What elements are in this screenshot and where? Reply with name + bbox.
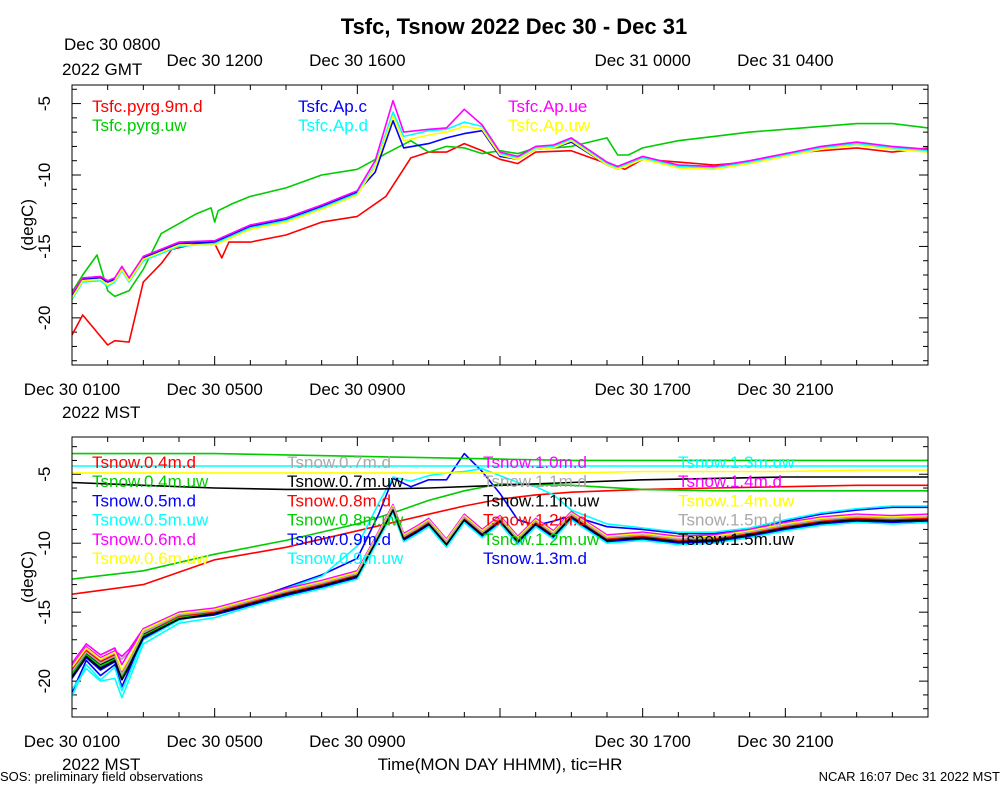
x-tick-label-mst: Dec 30 0100 bbox=[24, 380, 120, 399]
series-line-Tsnow-0-4m-d bbox=[72, 484, 928, 595]
chart-title: Tsfc, Tsnow 2022 Dec 30 - Dec 31 bbox=[341, 14, 687, 39]
legend-entry-Tsfc-Ap-uw: Tsfc.Ap.uw bbox=[508, 116, 591, 135]
y-axis-title: (degC) bbox=[18, 551, 37, 603]
series-line-Tsnow-0-6m-uw bbox=[72, 469, 928, 474]
series-line-Tsnow-0-4m-uw bbox=[72, 483, 928, 580]
legend-entry-Tsnow-0-4m-d: Tsnow.0.4m.d bbox=[92, 453, 196, 472]
series-line-Tsfc-Ap-c bbox=[72, 119, 928, 296]
legend-entry-Tsnow-0-8m-uw: Tsnow.0.8m.uw bbox=[287, 511, 404, 530]
x-tick-label-mst: Dec 30 2100 bbox=[737, 380, 833, 399]
series-lines bbox=[72, 452, 928, 699]
series-line-Tsnow-1-3m-uw bbox=[72, 512, 928, 699]
y-tick-label: -20 bbox=[35, 306, 54, 331]
legend-entry-Tsnow-1-3m-d: Tsnow.1.3m.d bbox=[483, 549, 587, 568]
y-tick-label: -15 bbox=[35, 600, 54, 625]
x-axis-title: Time(MON DAY HHMM), tic=HR bbox=[378, 755, 623, 774]
footer-left: SOS: preliminary field observations bbox=[0, 769, 204, 784]
legend-entry-Tsnow-1-2m-d: Tsnow.1.2m.d bbox=[483, 511, 587, 530]
legend-entry-Tsfc-Ap-d: Tsfc.Ap.d bbox=[298, 116, 368, 135]
legend-entry-Tsnow-1-4m-d: Tsnow.1.4m.d bbox=[678, 472, 782, 491]
mst-year-label: 2022 MST bbox=[62, 403, 140, 422]
x-tick-label-mst: Dec 30 0500 bbox=[166, 380, 262, 399]
series-lines bbox=[72, 99, 928, 346]
x-tick-label-mst: Dec 30 0500 bbox=[166, 732, 262, 751]
x-tick-label-mst: Dec 30 0100 bbox=[24, 732, 120, 751]
legend-entry-Tsnow-1-5m-uw: Tsnow.1.5m.uw bbox=[678, 530, 795, 549]
y-tick-label: -10 bbox=[35, 163, 54, 188]
legend-entry-Tsnow-0-5m-uw: Tsnow.0.5m.uw bbox=[92, 511, 209, 530]
top-panel: -20 -15 -10 -5 (degC) Dec 30 0100 Dec 30 0500 D… bbox=[18, 51, 929, 422]
series-line-Tsfc-Ap-ue bbox=[72, 99, 928, 295]
y-axis-title: (degC) bbox=[18, 199, 37, 251]
x-tick-label-mst: Dec 30 2100 bbox=[737, 732, 833, 751]
legend-entry-Tsnow-0-7m-d: Tsnow.0.7m.d bbox=[287, 453, 391, 472]
y-tick-label: -5 bbox=[35, 467, 54, 482]
legend-entry-Tsnow-0-7m-uw: Tsnow.0.7m.uw bbox=[287, 472, 404, 491]
legend-entry-Tsnow-1-3m-uw: Tsnow.1.3m.uw bbox=[678, 453, 795, 472]
x-tick-label-mst: Dec 30 1700 bbox=[594, 380, 690, 399]
legend-entry-Tsnow-0-6m-uw: Tsnow.0.6m.uw bbox=[92, 549, 209, 568]
legend-entry-Tsnow-1-1m-uw: Tsnow.1.1m.uw bbox=[483, 491, 600, 510]
legend-entry-Tsfc-pyrg-9m-d: Tsfc.pyrg.9m.d bbox=[92, 97, 203, 116]
mst-year-label: 2022 MST bbox=[62, 755, 140, 774]
legend-entry-Tsnow-0-9m-d: Tsnow.0.9m.d bbox=[287, 530, 391, 549]
series-line-Tsnow-1-4m-uw bbox=[72, 505, 928, 671]
legend-entry-Tsfc-Ap-c: Tsfc.Ap.c bbox=[298, 97, 367, 116]
x-tick-label-mst: Dec 30 0900 bbox=[309, 380, 405, 399]
legend-entry-Tsnow-1-2m-uw: Tsnow.1.2m.uw bbox=[483, 530, 600, 549]
gmt-year-label: 2022 GMT bbox=[62, 60, 142, 79]
legend-entry-Tsnow-0-5m-d: Tsnow.0.5m.d bbox=[92, 491, 196, 510]
y-tick-label: -20 bbox=[35, 669, 54, 694]
legend-entry-Tsfc-Ap-ue: Tsfc.Ap.ue bbox=[508, 97, 587, 116]
x-tick-label-gmt: Dec 31 0400 bbox=[737, 51, 833, 70]
series-line-Tsnow-1-4m-d bbox=[72, 503, 928, 666]
series-line-Tsfc-Ap-d bbox=[72, 111, 928, 300]
legend-entry-Tsnow-1-5m-d: Tsnow.1.5m.d bbox=[678, 511, 782, 530]
series-line-Tsfc-Ap-uw bbox=[72, 115, 928, 299]
x-tick-label-mst: Dec 30 0900 bbox=[309, 732, 405, 751]
legend-entry-Tsnow-1-4m-uw: Tsnow.1.4m.uw bbox=[678, 491, 795, 510]
legend-entry-Tsnow-0-6m-d: Tsnow.0.6m.d bbox=[92, 530, 196, 549]
x-tick-label-mst: Dec 30 1700 bbox=[594, 732, 690, 751]
x-tick-label-gmt: Dec 30 1600 bbox=[309, 51, 405, 70]
series-line-Tsnow-1-5m-d bbox=[72, 506, 928, 676]
bottom-panel: -20 -15 -10 -5 (degC) Dec 30 0100 Dec 30 0500 D… bbox=[18, 436, 929, 774]
y-tick-label: -15 bbox=[35, 234, 54, 259]
y-tick-label: -10 bbox=[35, 531, 54, 556]
plot-frame bbox=[71, 84, 929, 366]
y-tick-label: -5 bbox=[35, 96, 54, 111]
plot-frame bbox=[71, 436, 929, 718]
x-tick-label-gmt: Dec 31 0000 bbox=[594, 51, 690, 70]
legend-entry-Tsnow-0-9m-uw: Tsnow.0.9m.uw bbox=[287, 549, 404, 568]
series-line-Tsnow-0-8m-uw bbox=[72, 452, 928, 462]
legend-entry-Tsnow-0-4m-uw: Tsnow.0.4m.uw bbox=[92, 472, 209, 491]
legend-entry-Tsfc-pyrg-uw: Tsfc.pyrg.uw bbox=[92, 116, 187, 135]
footer-right: NCAR 16:07 Dec 31 2022 MST bbox=[819, 769, 1000, 784]
legend-entry-Tsnow-1-1m-d: Tsnow.1.1m.d bbox=[483, 472, 587, 491]
x-tick-label-gmt: Dec 30 1200 bbox=[166, 51, 262, 70]
legend-entry-Tsnow-0-8m-d: Tsnow.0.8m.d bbox=[287, 491, 391, 510]
series-line-Tsnow-1-5m-uw bbox=[72, 509, 928, 681]
series-line-Tsfc-pyrg-uw bbox=[72, 122, 928, 298]
legend-entry-Tsnow-1-0m-d: Tsnow.1.0m.d bbox=[483, 453, 587, 472]
series-line-Tsnow-0-7m-uw bbox=[72, 476, 928, 491]
gmt-start-label: Dec 30 0800 bbox=[64, 35, 160, 54]
